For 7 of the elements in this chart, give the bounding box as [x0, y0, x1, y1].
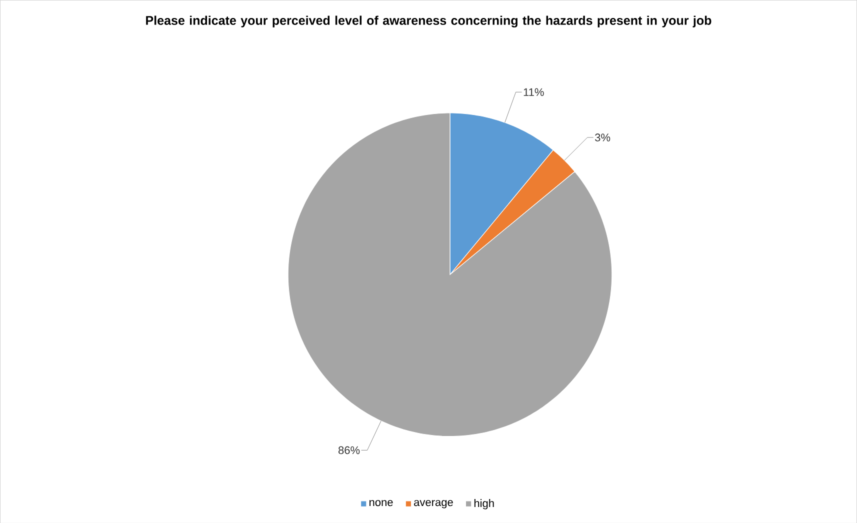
- legend-label: average: [414, 500, 453, 508]
- data-label: 86%: [338, 446, 360, 454]
- data-label: 11%: [524, 88, 544, 96]
- chart-title: Please indicate your perceived level of awareness concerning the hazards present in your job: [146, 16, 712, 28]
- data-label: 3%: [595, 133, 610, 142]
- legend-label: none: [370, 500, 393, 506]
- legend-label: high: [474, 498, 494, 510]
